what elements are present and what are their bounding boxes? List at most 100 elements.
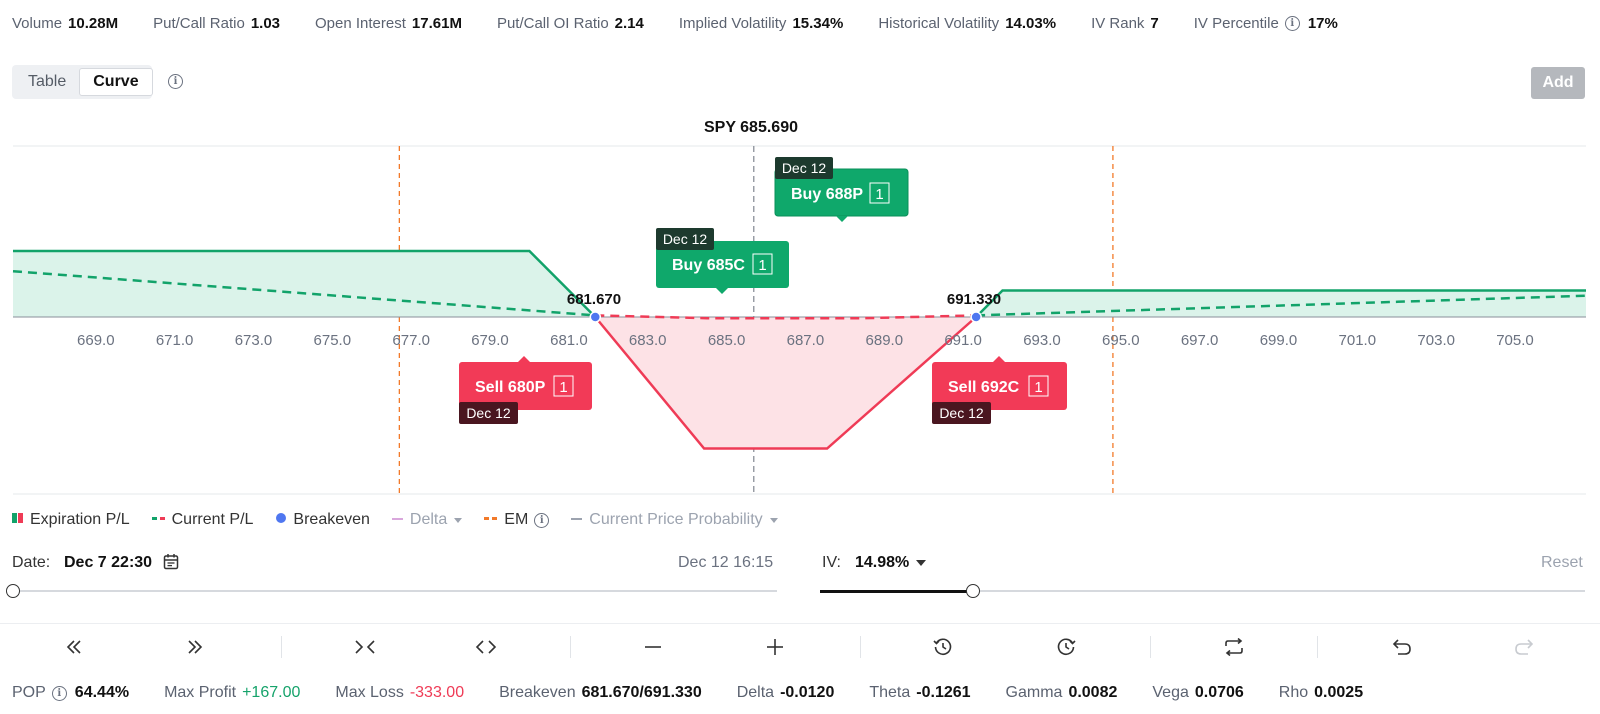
x-tick-label: 693.0 [1023,332,1061,349]
stat-delta: Delta -0.0120 [737,684,835,702]
tab-curve[interactable]: Curve [79,68,153,96]
legend-expiration-pl[interactable]: Expiration P/L [12,511,130,529]
stat-theta: Theta -0.1261 [869,684,970,702]
toolbar-divider [1150,636,1151,658]
legend-current-price-probability[interactable]: Current Price Probability [571,511,778,529]
legend-em[interactable]: EM i [484,511,550,529]
expiration-pl-profit-left [13,249,597,318]
probability-line-icon [571,511,583,529]
leg-expiry: Dec 12 [782,160,827,176]
x-tick-label: 695.0 [1102,332,1140,349]
stat-value: +167.00 [242,684,301,701]
stat-value: -333.00 [409,684,465,701]
info-icon[interactable]: i [168,74,183,89]
leg-label: Buy 688P [791,186,863,203]
delta-line-icon [391,511,404,529]
info-icon[interactable]: i [534,512,550,528]
leg-expiry: Dec 12 [466,405,511,421]
breakeven-low-marker[interactable] [589,311,602,323]
legend-breakeven[interactable]: Breakeven [275,511,370,529]
stat-label: Rho [1278,684,1309,701]
stat-label: Open Interest [315,14,406,32]
leg-buy-688p[interactable]: Dec 12 Buy 688P 1 [774,157,909,222]
view-toggle: Table Curve [12,65,153,99]
x-tick-label: 705.0 [1496,332,1534,349]
double-chevron-right-icon[interactable] [183,636,207,658]
info-icon[interactable]: i [1284,15,1300,31]
x-axis-ticks: 669.0 671.0 673.0 675.0 677.0 679.0 681.0 683.0… [77,332,1534,349]
stat-value: 7 [1150,14,1159,32]
stat-value: 17.61M [411,14,462,32]
leg-buy-685c[interactable]: Dec 12 Buy 685C 1 [656,228,789,294]
clock-forward-icon[interactable] [1054,636,1078,658]
x-tick-label: 703.0 [1417,332,1455,349]
pl-chart[interactable]: SPY 685.690 669.0 671.0 673.0 675.0 677.0 679… [0,110,1600,495]
toolbar-divider [570,636,571,658]
stat-label: Theta [869,684,911,701]
leg-label: Sell 692C [948,379,1020,396]
leg-label: Buy 685C [672,257,745,274]
date-label: Date: [12,554,51,571]
stat-label: Delta [736,684,775,701]
breakeven-high-label: 691.330 [947,291,1001,308]
chevron-down-icon[interactable] [916,560,926,566]
loss-area [595,317,977,449]
legend-delta[interactable]: Delta [391,511,463,529]
stat-value: -0.1261 [916,684,971,701]
stat-value: 17% [1307,14,1338,32]
x-tick-label: 699.0 [1260,332,1298,349]
stat-value: -0.0120 [780,684,835,701]
x-tick-label: 673.0 [235,332,273,349]
leg-sell-692c[interactable]: Sell 692C 1 Dec 12 [932,356,1067,424]
add-button[interactable]: Add [1531,67,1585,99]
stat-label: Max Profit [164,684,237,701]
x-tick-label: 669.0 [77,332,115,349]
plus-icon[interactable] [763,636,787,658]
reset-button[interactable]: Reset [1541,554,1583,571]
stat-breakeven: Breakeven 681.670/691.330 [499,684,702,702]
stat-value: 10.28M [68,14,119,32]
slider-handle[interactable] [6,584,20,598]
double-chevron-left-icon[interactable] [62,636,86,658]
stat-value: 0.0706 [1194,684,1244,701]
x-tick-label: 689.0 [866,332,904,349]
legend-current-pl[interactable]: Current P/L [151,511,253,529]
chart-legend: Expiration P/L Current P/L Breakeven Del… [12,511,800,529]
date-value[interactable]: Dec 7 22:30 [64,554,153,571]
history-icon[interactable] [931,636,955,658]
info-icon[interactable]: i [51,685,67,701]
legend-label: Current Price Probability [589,511,763,528]
expand-icon[interactable] [474,636,498,658]
stat-label: Put/Call Ratio [153,14,245,32]
chevron-down-icon [769,517,778,523]
leg-label: Sell 680P [475,379,546,396]
x-tick-label: 677.0 [392,332,430,349]
redo-icon[interactable] [1512,636,1536,658]
slider-handle[interactable] [966,584,980,598]
breakeven-high-marker[interactable] [970,311,982,323]
expiration-time-label: Dec 12 16:15 [678,554,774,571]
x-tick-label: 697.0 [1181,332,1219,349]
toolbar-divider [860,636,861,658]
collapse-icon[interactable] [353,636,377,658]
minus-icon[interactable] [641,636,665,658]
current-pl-line [12,269,1587,317]
x-tick-label: 671.0 [156,332,194,349]
stat-value: 681.670/691.330 [581,684,702,701]
leg-qty: 1 [559,379,567,396]
stat-label: Vega [1152,684,1189,701]
leg-sell-680p[interactable]: Sell 680P 1 Dec 12 [459,356,592,424]
iv-slider[interactable] [820,584,1585,598]
stat-volume: Volume 10.28M [12,15,118,32]
swap-icon[interactable] [1222,636,1246,658]
undo-icon[interactable] [1390,636,1414,658]
stat-open-interest: Open Interest 17.61M [315,15,462,32]
stat-value: 1.03 [250,14,281,32]
date-slider[interactable] [6,584,777,598]
slider-track [12,590,777,592]
leg-expiry: Dec 12 [939,405,984,421]
calendar-icon[interactable] [163,553,179,574]
iv-value[interactable]: 14.98% [855,554,910,571]
tab-table[interactable]: Table [28,73,67,90]
stat-value: 0.0082 [1068,684,1118,701]
